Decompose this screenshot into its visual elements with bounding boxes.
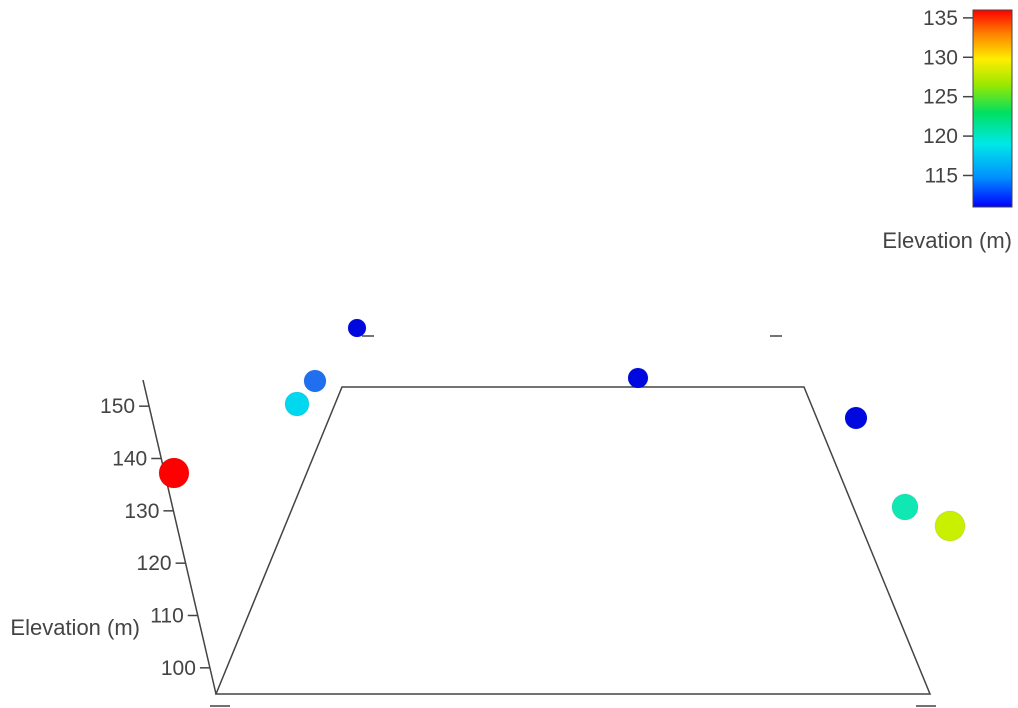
z-axis-ticks: 100 110 120 130 140 150 [100, 395, 210, 680]
colorbar-ticks: 115 120 125 130 135 [923, 7, 973, 187]
z-axis-tick-label: 110 [150, 605, 183, 628]
z-axis-tick-label: 130 [124, 500, 159, 523]
z-axis-title: Elevation (m) [10, 615, 140, 640]
colorbar-title: Elevation (m) [882, 228, 1012, 253]
colorbar-tick-label: 115 [925, 164, 958, 187]
data-point [891, 493, 919, 521]
z-axis-tick-label: 100 [161, 657, 196, 680]
data-point [158, 457, 190, 489]
colorbar-tick-label: 125 [923, 86, 958, 109]
plot-floor [214, 386, 932, 695]
data-point [934, 510, 966, 542]
data-point [303, 369, 327, 393]
z-axis-tick-label: 120 [137, 552, 172, 575]
data-points [158, 318, 966, 542]
z-axis-tick-label: 140 [112, 448, 147, 471]
data-point [347, 318, 367, 338]
colorbar-tick-label: 135 [923, 7, 958, 30]
z-axis-tick-label: 150 [100, 395, 135, 418]
colorbar-tick-label: 120 [923, 125, 958, 148]
colorbar-tick-label: 130 [923, 46, 958, 69]
data-point [284, 391, 310, 417]
data-point [627, 367, 649, 389]
colorbar [972, 9, 1013, 208]
z-axis-line [142, 379, 217, 695]
data-point [844, 406, 868, 430]
